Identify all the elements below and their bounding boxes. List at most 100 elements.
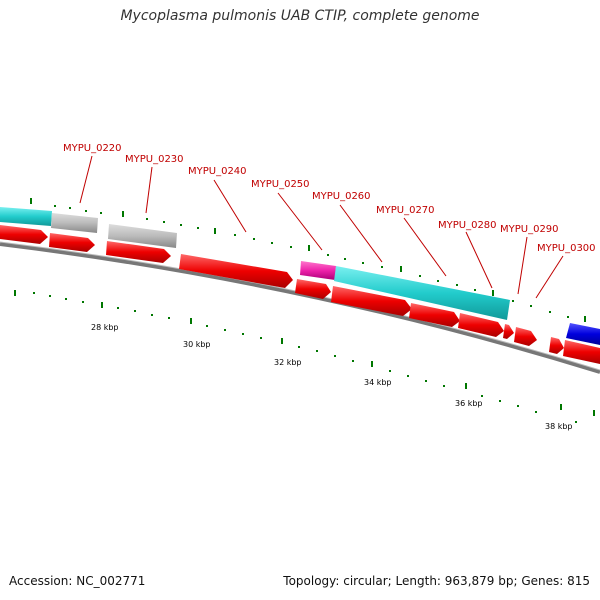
tick-mark (224, 329, 226, 331)
tick-mark (253, 238, 255, 240)
tick-mark (69, 207, 71, 209)
magenta-feature[interactable] (300, 261, 336, 280)
tick-mark (575, 421, 577, 423)
gene-arrow[interactable] (331, 286, 412, 316)
tick-mark (535, 411, 537, 413)
scale-tick-row (14, 290, 595, 423)
leader-line (339, 204, 383, 263)
topology-text: Topology: circular; Length: 963,879 bp; … (283, 574, 590, 588)
tick-mark (54, 205, 56, 207)
tick-mark (14, 290, 16, 296)
tick-mark (593, 410, 595, 416)
tick-mark (242, 333, 244, 335)
tick-mark (443, 385, 445, 387)
tick-mark (151, 314, 153, 316)
gene-arrow[interactable] (0, 225, 48, 244)
gene-arrow[interactable] (179, 254, 293, 288)
tick-mark (492, 290, 494, 296)
leader-line (145, 166, 153, 214)
genome-title: Mycoplasma pulmonis UAB CTIP, complete g… (120, 8, 480, 24)
gene-label-mypu-0250[interactable]: MYPU_0250 (251, 179, 310, 190)
gene-labels: MYPU_0220 MYPU_0230 MYPU_0240 MYPU_0250 … (63, 143, 596, 254)
tick-mark (389, 370, 391, 372)
tick-mark (499, 400, 501, 402)
gene-label-mypu-0270[interactable]: MYPU_0270 (376, 205, 435, 216)
gene-arrow[interactable] (514, 327, 537, 346)
tick-mark (362, 262, 364, 264)
leader-line (403, 217, 447, 277)
tick-mark (101, 302, 103, 308)
tick-mark (549, 311, 551, 313)
kbp-label-38: 38 kbp (545, 422, 573, 431)
gene-label-mypu-0230[interactable]: MYPU_0230 (125, 154, 184, 165)
gene-arrow[interactable] (503, 324, 514, 339)
genome-backbone-highlight (0, 241, 600, 371)
gene-label-mypu-0260[interactable]: MYPU_0260 (312, 191, 371, 202)
tick-mark (456, 284, 458, 286)
tick-mark (298, 346, 300, 348)
gene-label-mypu-0290[interactable]: MYPU_0290 (500, 224, 559, 235)
tick-mark (100, 212, 102, 214)
tick-mark (271, 242, 273, 244)
tick-mark (474, 289, 476, 291)
leader-line (465, 231, 493, 289)
tick-mark (308, 245, 310, 251)
tick-mark (122, 211, 124, 217)
tick-mark (437, 280, 439, 282)
accession-text: Accession: NC_002771 (9, 574, 146, 588)
tick-mark (584, 316, 586, 322)
tick-mark (117, 307, 119, 309)
tick-mark (400, 266, 402, 272)
tick-mark (134, 310, 136, 312)
gene-arrow[interactable] (549, 337, 564, 354)
tick-mark (316, 350, 318, 352)
tick-mark (425, 380, 427, 382)
tick-mark (168, 317, 170, 319)
tick-mark (234, 234, 236, 236)
tick-mark (481, 395, 483, 397)
gene-arrow[interactable] (458, 313, 504, 337)
gene-label-mypu-0280[interactable]: MYPU_0280 (438, 220, 497, 231)
leader-line (79, 155, 93, 204)
upper-tick-row (30, 198, 586, 322)
tick-mark (512, 300, 514, 302)
kbp-label-30: 30 kbp (183, 340, 211, 349)
gene-label-mypu-0300[interactable]: MYPU_0300 (537, 243, 596, 254)
gene-label-mypu-0240[interactable]: MYPU_0240 (188, 166, 247, 177)
leader-line (213, 179, 247, 233)
tick-mark (407, 375, 409, 377)
cyan-feature-1[interactable] (0, 207, 52, 226)
tick-mark (82, 301, 84, 303)
gray-feature-2[interactable] (108, 224, 177, 248)
tick-mark (560, 404, 562, 410)
tick-mark (344, 258, 346, 260)
tick-mark (371, 361, 373, 367)
gene-arrow[interactable] (49, 233, 95, 252)
blue-feature[interactable] (566, 323, 600, 345)
gene-label-mypu-0220[interactable]: MYPU_0220 (63, 143, 122, 154)
tick-mark (190, 318, 192, 324)
tick-mark (85, 210, 87, 212)
tick-mark (260, 337, 262, 339)
gene-arrow[interactable] (106, 241, 171, 263)
tick-mark (65, 298, 67, 300)
label-leaders (79, 155, 564, 299)
tick-mark (180, 224, 182, 226)
cyan-feature-2[interactable] (334, 266, 510, 320)
feature-track (0, 207, 600, 345)
gray-feature-1[interactable] (51, 213, 98, 233)
tick-mark (290, 246, 292, 248)
tick-mark (197, 227, 199, 229)
tick-mark (419, 275, 421, 277)
tick-mark (163, 221, 165, 223)
gene-arrow[interactable] (295, 279, 331, 299)
gene-arrow[interactable] (409, 303, 460, 327)
genome-backbone (0, 242, 600, 374)
tick-mark (214, 228, 216, 234)
tick-mark (206, 325, 208, 327)
leader-line (277, 192, 323, 251)
scale-labels: 28 kbp 30 kbp 32 kbp 34 kbp 36 kbp 38 kb… (91, 323, 573, 431)
tick-mark (352, 360, 354, 362)
gene-arrow[interactable] (563, 340, 600, 364)
